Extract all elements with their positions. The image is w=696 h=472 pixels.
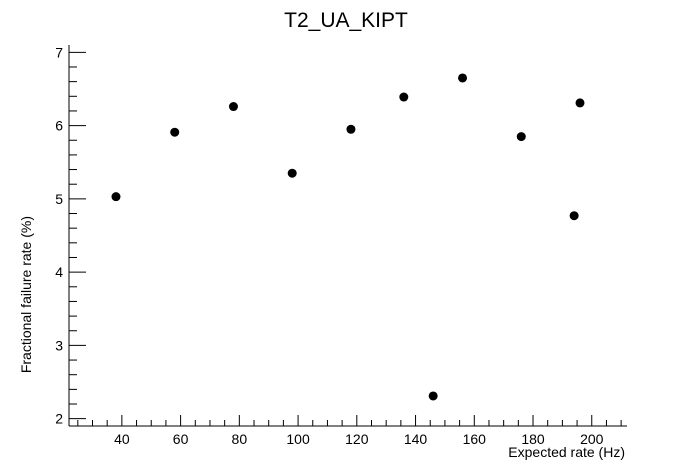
y-tick-label: 7 xyxy=(55,44,63,60)
y-tick-label: 3 xyxy=(55,337,63,353)
x-tick-label: 80 xyxy=(232,431,248,447)
data-points xyxy=(111,73,585,401)
data-point xyxy=(346,124,356,134)
data-point xyxy=(170,127,180,137)
data-point xyxy=(228,102,238,112)
x-tick-label: 200 xyxy=(580,431,604,447)
data-point xyxy=(287,168,297,178)
data-point xyxy=(399,92,409,102)
axes: 40 60 80 100 120 140 160 180 200 2 3 4 5 6 7 xyxy=(55,44,627,447)
y-axis-label: Fractional failure rate (%) xyxy=(18,216,34,373)
x-tick-label: 160 xyxy=(463,431,487,447)
data-point xyxy=(569,211,579,221)
y-tick-label: 5 xyxy=(55,191,63,207)
x-tick-label: 40 xyxy=(114,431,130,447)
data-point xyxy=(428,391,438,401)
x-axis-label: Expected rate (Hz) xyxy=(508,444,625,460)
x-tick-label: 120 xyxy=(345,431,369,447)
x-tick-label: 140 xyxy=(404,431,428,447)
y-tick-label: 2 xyxy=(55,411,63,427)
data-point xyxy=(516,132,526,142)
y-tick-label: 4 xyxy=(55,264,63,280)
data-point xyxy=(458,73,468,83)
x-tick-label: 60 xyxy=(173,431,189,447)
x-tick-label: 100 xyxy=(286,431,310,447)
y-tick-label: 6 xyxy=(55,118,63,134)
chart-title: T2_UA_KIPT xyxy=(284,9,408,32)
x-tick-label: 180 xyxy=(521,431,545,447)
data-point xyxy=(575,98,585,108)
data-point xyxy=(111,192,121,202)
